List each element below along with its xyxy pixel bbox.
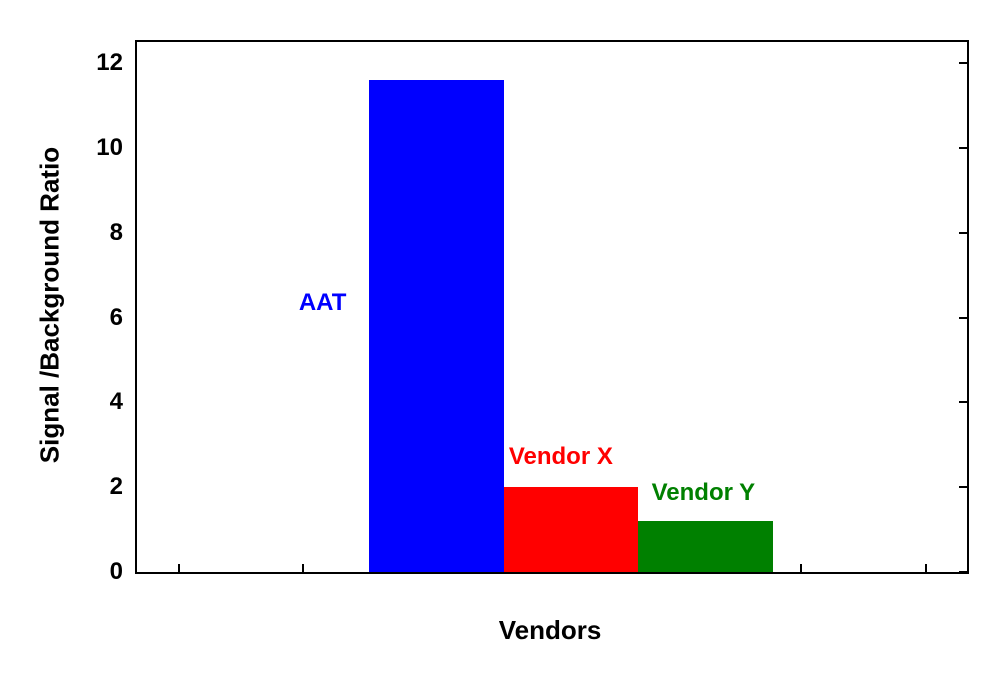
chart-container: 0 2 4 6 8 10 12 AAT Vendor X Vendor Y Signal /Bac… <box>0 0 1000 690</box>
y-tick-label: 8 <box>110 219 137 247</box>
y-tick-mark <box>959 486 969 488</box>
y-tick-label: 2 <box>110 473 137 501</box>
x-tick-mark <box>925 564 927 574</box>
bar-aat <box>369 80 503 572</box>
y-tick-label: 12 <box>96 49 137 77</box>
bar-vendor-y <box>638 521 772 572</box>
bar-label-vendor-y: Vendor Y <box>652 479 756 507</box>
y-tick-mark <box>959 147 969 149</box>
y-tick-mark <box>959 62 969 64</box>
y-tick-mark <box>959 232 969 234</box>
y-tick-label: 4 <box>110 388 137 416</box>
bar-vendor-x <box>504 487 638 572</box>
x-tick-mark <box>178 564 180 574</box>
y-tick-mark <box>959 401 969 403</box>
y-tick-label: 10 <box>96 134 137 162</box>
x-tick-mark <box>302 564 304 574</box>
y-tick-mark <box>959 571 969 573</box>
y-axis-label: Signal /Background Ratio <box>35 147 66 463</box>
y-tick-mark <box>959 317 969 319</box>
x-axis-label: Vendors <box>499 615 602 646</box>
plot-area: 024681012AATVendor XVendor Y <box>135 40 969 574</box>
bar-label-aat: AAT <box>299 289 347 317</box>
y-tick-label: 6 <box>110 304 137 332</box>
bar-label-vendor-x: Vendor X <box>509 443 613 471</box>
x-tick-mark <box>800 564 802 574</box>
y-tick-label: 0 <box>110 558 137 586</box>
